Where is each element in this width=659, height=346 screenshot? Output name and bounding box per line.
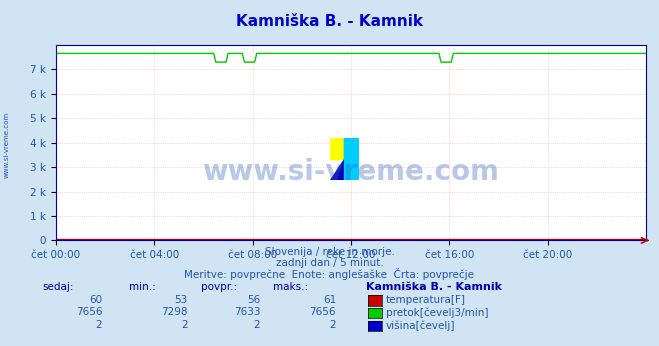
Polygon shape xyxy=(344,138,359,180)
Text: 7656: 7656 xyxy=(76,307,102,317)
Text: 2: 2 xyxy=(254,320,260,330)
Text: www.si-vreme.com: www.si-vreme.com xyxy=(202,158,500,186)
Text: maks.:: maks.: xyxy=(273,282,308,292)
Text: 2: 2 xyxy=(330,320,336,330)
Text: 60: 60 xyxy=(89,295,102,305)
Text: Kamniška B. - Kamnik: Kamniška B. - Kamnik xyxy=(236,14,423,29)
Text: 7656: 7656 xyxy=(310,307,336,317)
Text: 2: 2 xyxy=(96,320,102,330)
Text: 61: 61 xyxy=(323,295,336,305)
Bar xyxy=(330,138,344,159)
Polygon shape xyxy=(330,159,344,180)
Text: zadnji dan / 5 minut.: zadnji dan / 5 minut. xyxy=(275,258,384,268)
Text: povpr.:: povpr.: xyxy=(201,282,237,292)
Text: 53: 53 xyxy=(175,295,188,305)
Text: 2: 2 xyxy=(181,320,188,330)
Text: min.:: min.: xyxy=(129,282,156,292)
Text: sedaj:: sedaj: xyxy=(43,282,74,292)
Text: 7633: 7633 xyxy=(234,307,260,317)
Text: temperatura[F]: temperatura[F] xyxy=(386,295,466,305)
Text: višina[čevelj]: višina[čevelj] xyxy=(386,320,455,330)
Text: Meritve: povprečne  Enote: anglešaške  Črta: povprečje: Meritve: povprečne Enote: anglešaške Črt… xyxy=(185,268,474,280)
Text: pretok[čevelj3/min]: pretok[čevelj3/min] xyxy=(386,307,489,318)
Text: Kamniška B. - Kamnik: Kamniška B. - Kamnik xyxy=(366,282,501,292)
Text: www.si-vreme.com: www.si-vreme.com xyxy=(3,112,10,179)
Text: Slovenija / reke in morje.: Slovenija / reke in morje. xyxy=(264,247,395,257)
Text: 56: 56 xyxy=(247,295,260,305)
Text: 7298: 7298 xyxy=(161,307,188,317)
Polygon shape xyxy=(344,138,359,180)
